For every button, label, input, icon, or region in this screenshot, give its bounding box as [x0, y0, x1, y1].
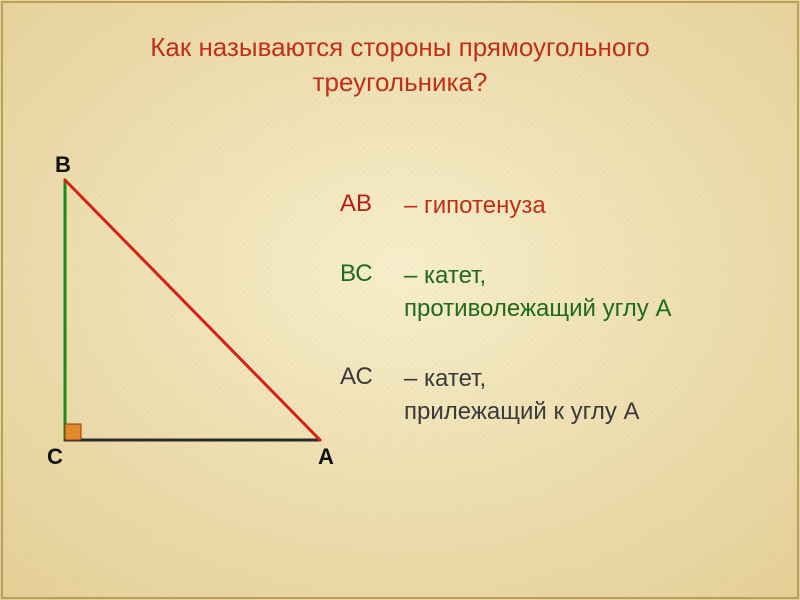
title-line-1: Как называются стороны прямоугольного [150, 32, 650, 62]
definition-ab-label: АВ [340, 190, 400, 218]
definition-bc-text-2: противолежащий углу А [404, 295, 671, 322]
definition-ac-text-1: – катет, [404, 365, 486, 392]
right-angle-marker [65, 424, 81, 440]
page-title: Как называются стороны прямоугольного тр… [0, 30, 800, 100]
definition-bc-text-1: – катет, [404, 262, 486, 289]
vertex-label-b: В [55, 152, 71, 178]
definition-bc-label: ВС [340, 260, 400, 288]
slide: Как называются стороны прямоугольного тр… [0, 0, 800, 600]
vertex-label-a: А [318, 444, 334, 470]
vertex-label-c: С [47, 444, 63, 470]
triangle-diagram [30, 170, 340, 470]
definition-ac-text: – катет, прилежащий к углу А [400, 363, 640, 428]
edge-ab [65, 180, 320, 440]
title-line-2: треугольника? [313, 67, 488, 97]
definition-ab: АВ – гипотенуза [340, 190, 780, 222]
definition-ac-label: АС [340, 363, 400, 391]
definition-bc: ВС – катет, противолежащий углу А [340, 260, 780, 325]
definition-ac-text-2: прилежащий к углу А [404, 398, 640, 425]
definitions-block: АВ – гипотенуза ВС – катет, противолежащ… [340, 190, 780, 428]
definition-bc-text: – катет, противолежащий углу А [400, 260, 671, 325]
definition-ab-text: – гипотенуза [400, 190, 546, 222]
definition-ac: АС – катет, прилежащий к углу А [340, 363, 780, 428]
